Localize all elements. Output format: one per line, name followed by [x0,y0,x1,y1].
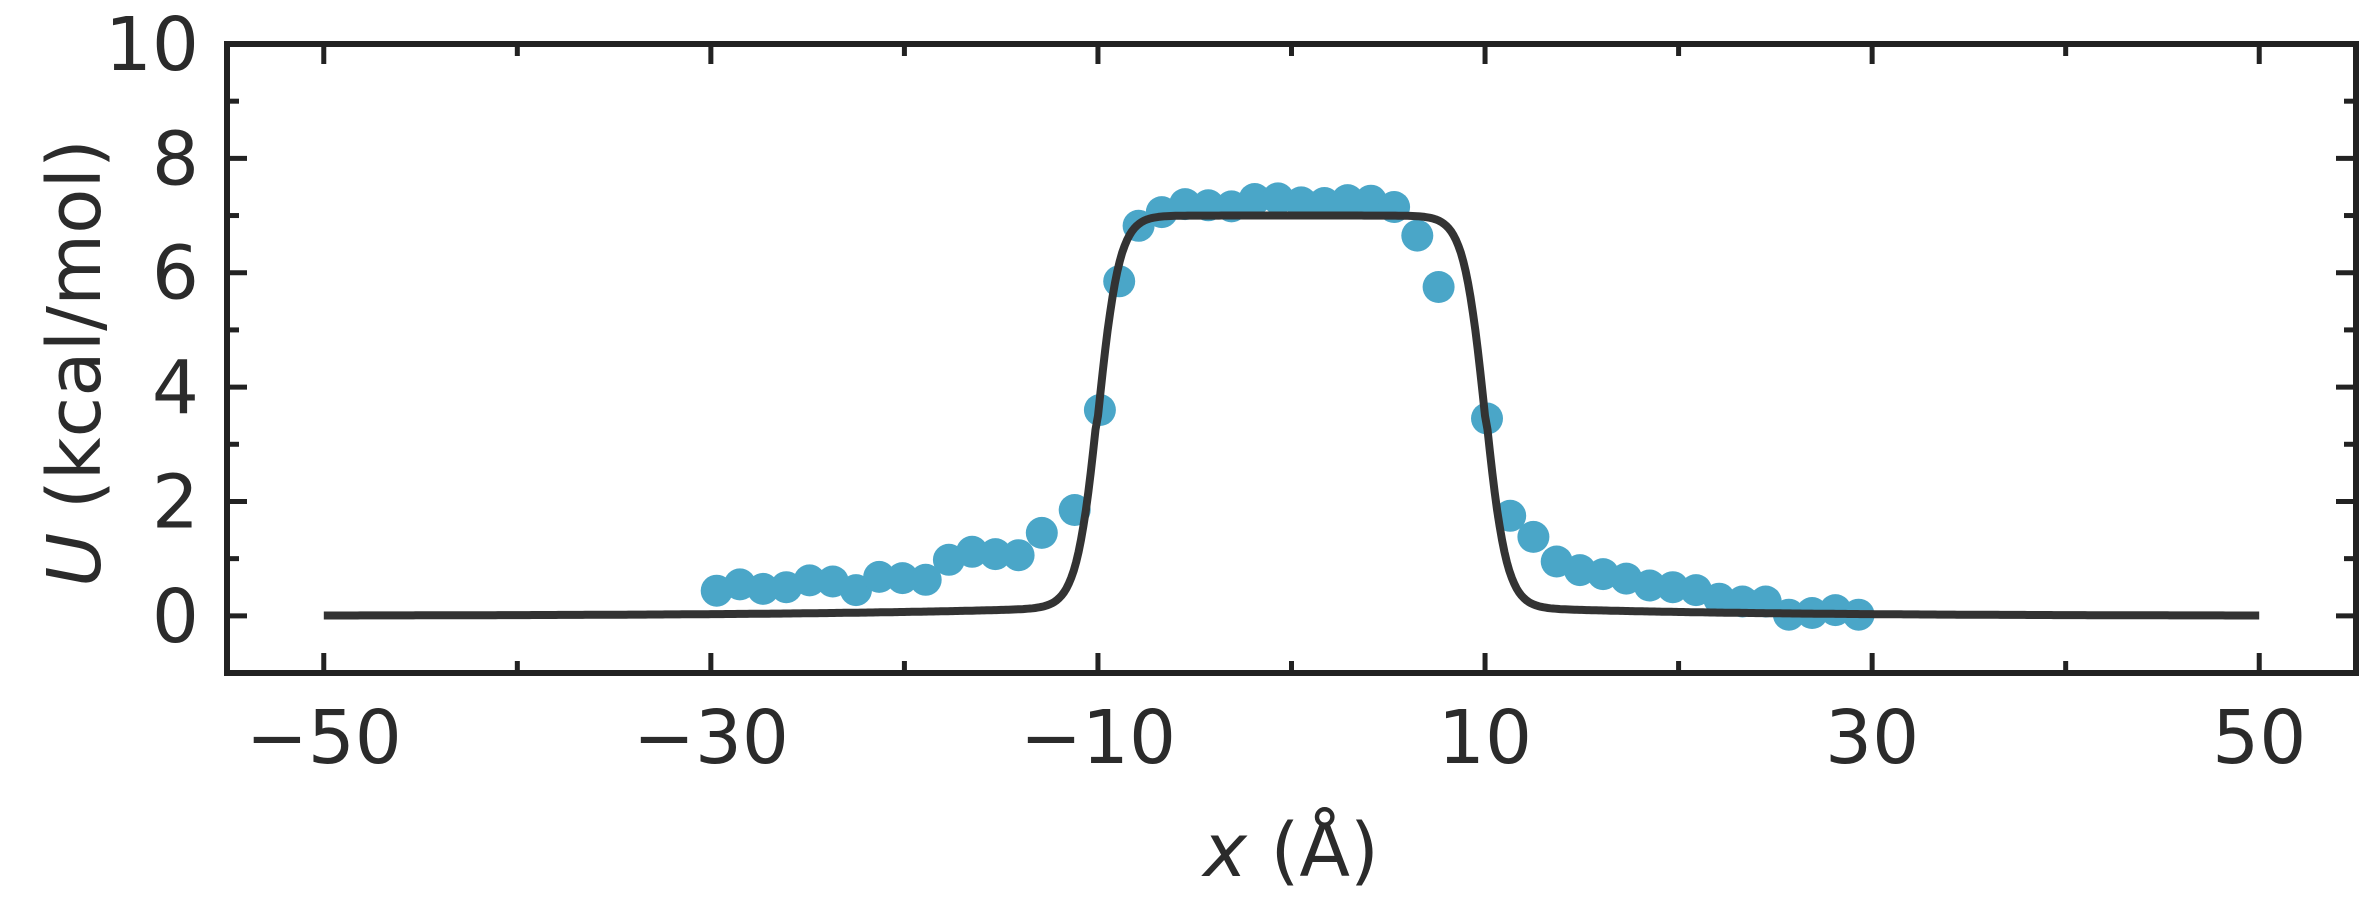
data-point [1517,520,1550,553]
data-point [1633,569,1666,602]
data-point [1025,516,1058,549]
data-point [1656,571,1689,604]
x-axis-label: x (Å) [1201,806,1379,894]
data-point [886,562,919,595]
axis-ticks [227,41,2356,673]
plot-frame [224,41,2359,676]
x-tick-label: −50 [246,695,402,781]
data-point [840,574,872,607]
data-point [863,560,896,593]
x-tick-label: −30 [633,695,789,781]
data-point [1285,186,1318,219]
data-point [793,564,826,597]
fit-curve-line [322,211,2261,620]
data-point [979,538,1012,571]
y-tick-label: 8 [152,116,199,202]
x-tick-label: 10 [1438,695,1532,781]
data-point [956,535,989,568]
x-tick-label: −10 [1020,695,1176,781]
x-tick-labels: −50 −30 −10 10 30 50 [246,695,2307,781]
data-point [909,563,942,596]
data-points [700,182,1875,631]
y-tick-labels: 0 2 4 6 8 10 [105,2,199,660]
data-point [1422,271,1455,303]
y-tick-label: 0 [152,574,199,660]
fit-curve [322,211,2261,620]
x-tick-label: 30 [1825,695,1919,781]
y-tick-label: 4 [152,345,199,431]
y-tick-label: 2 [152,460,199,546]
y-tick-label: 6 [152,231,199,317]
data-point [1331,184,1364,217]
data-point [1401,219,1434,252]
data-point [1703,582,1736,615]
data-point [747,572,780,605]
data-point [1308,187,1341,219]
y-tick-label: 10 [105,2,199,88]
data-point [1002,539,1035,572]
data-point [1238,183,1271,215]
x-tick-label: 50 [2212,695,2306,781]
y-axis-label: U (kcal/mol) [32,139,118,587]
